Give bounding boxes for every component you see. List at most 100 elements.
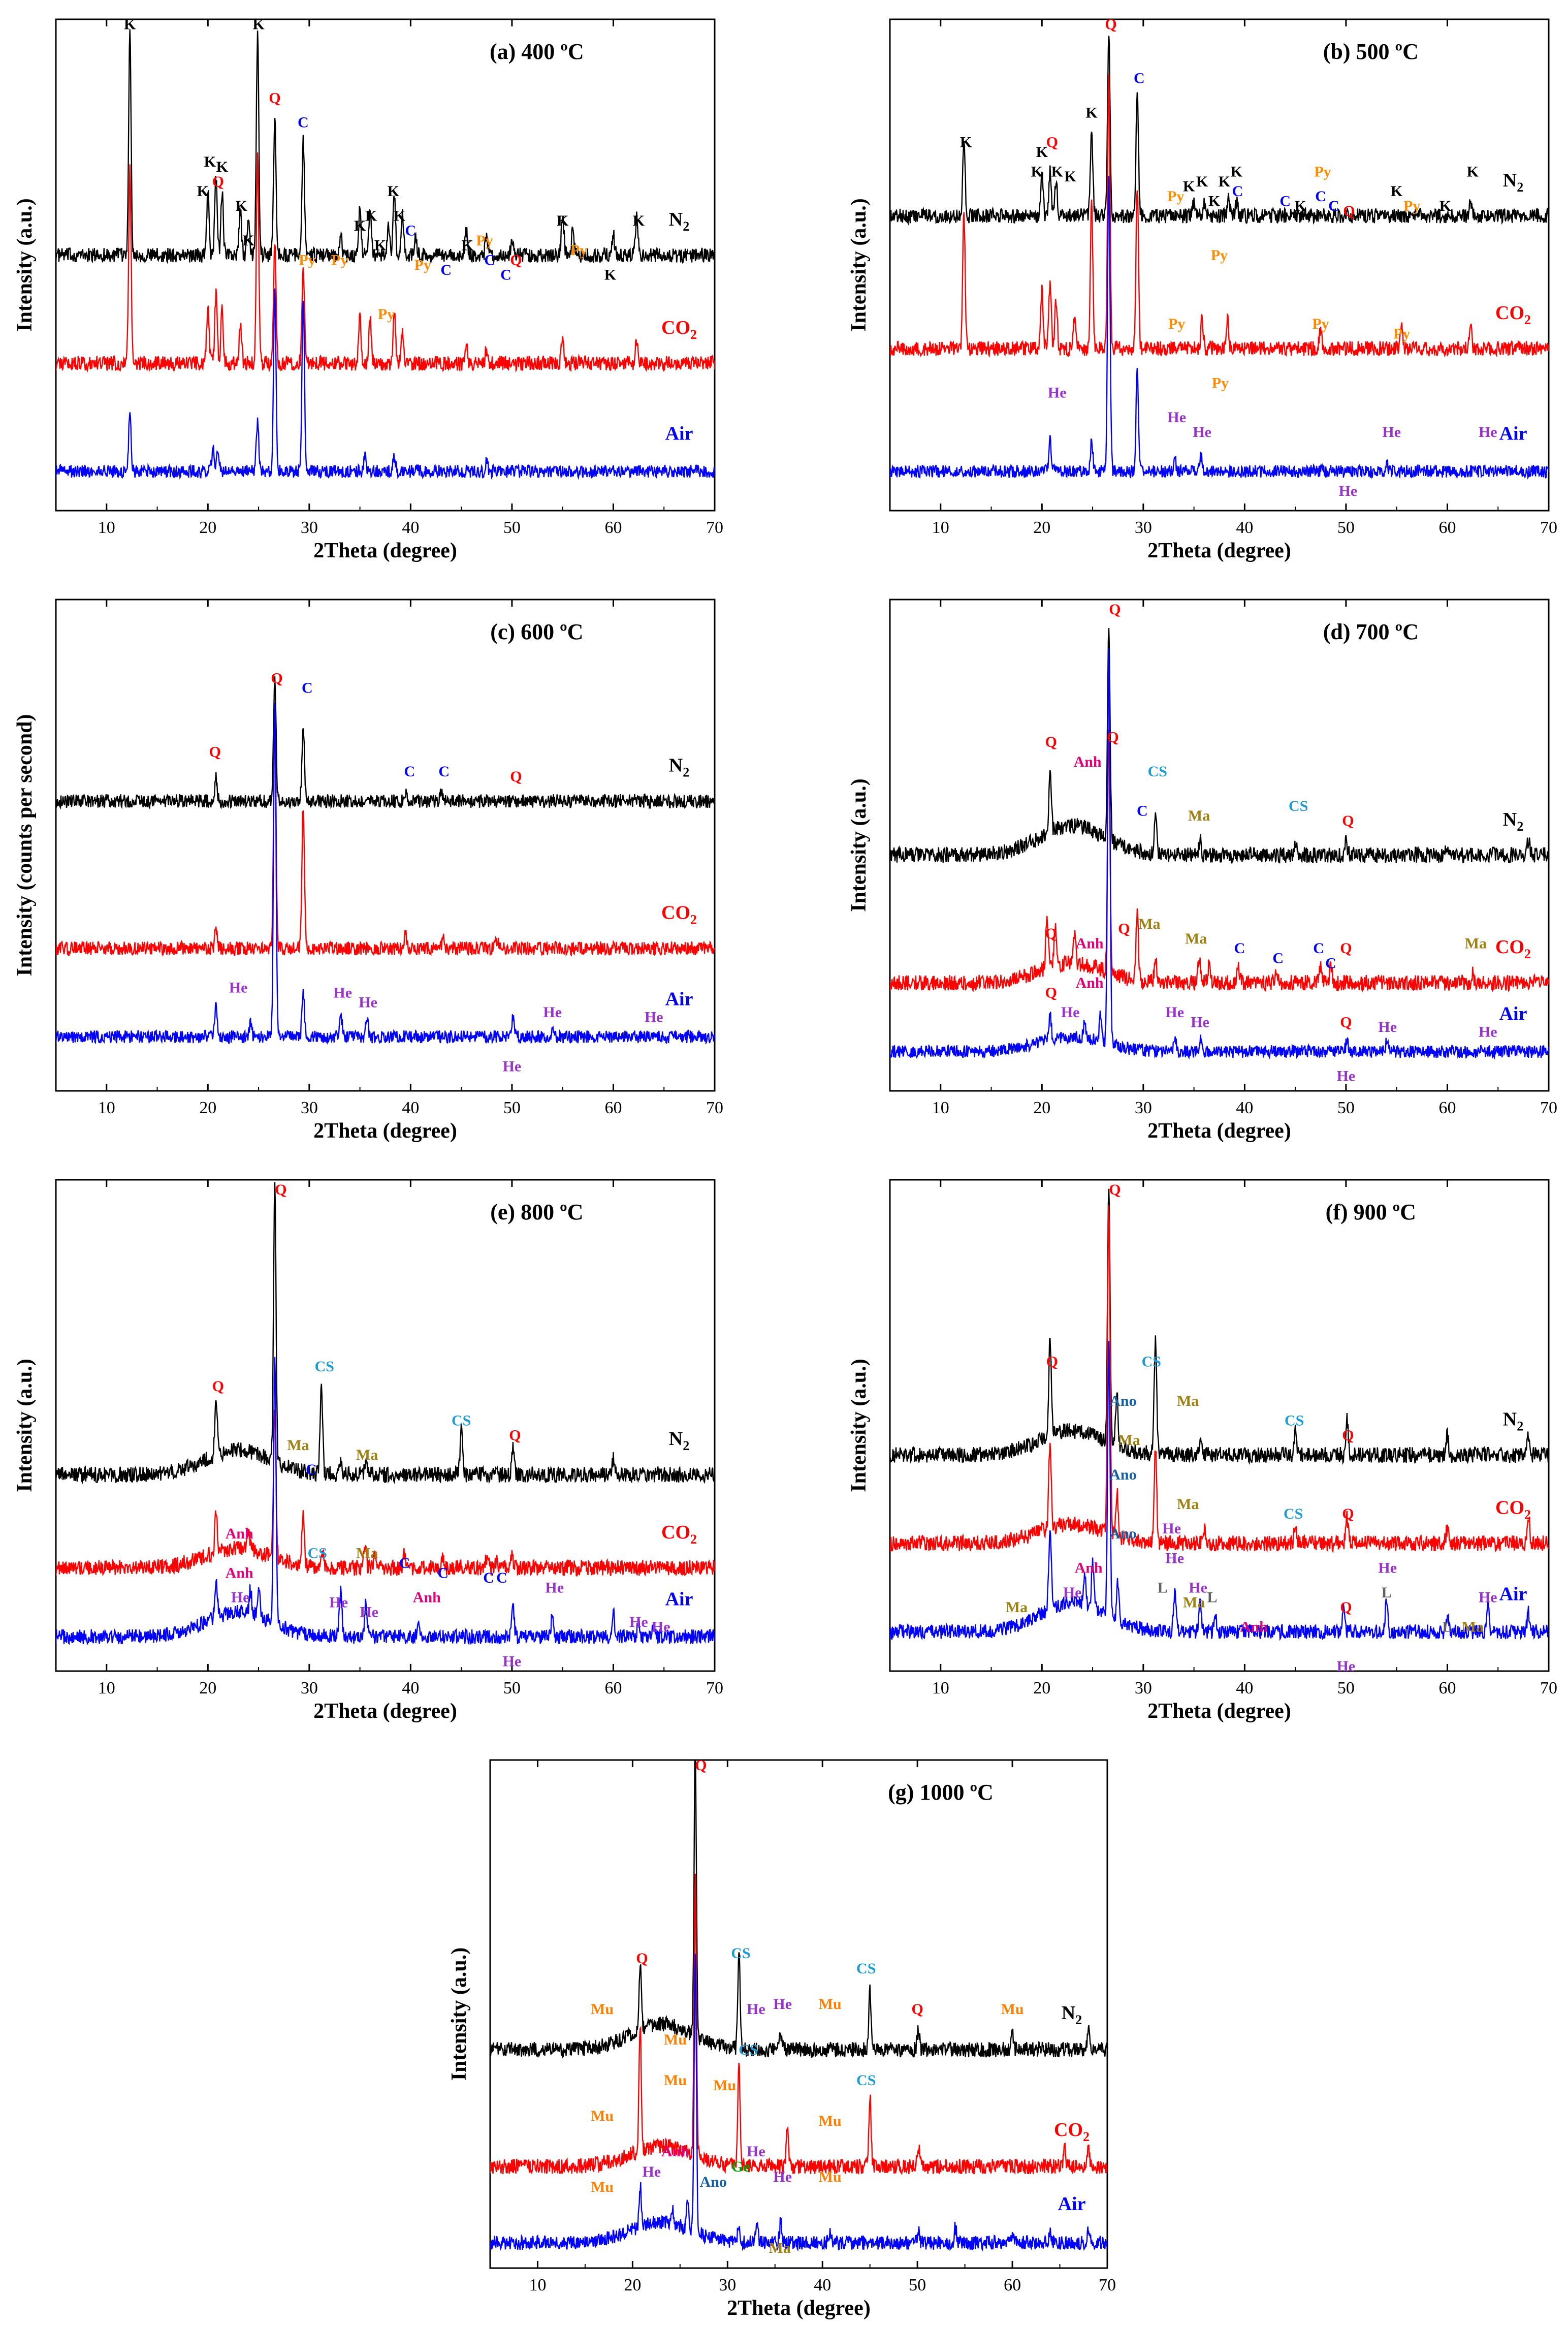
peak-label-he: He: [1479, 1589, 1497, 1606]
peak-label-ma: Ma: [1118, 1432, 1140, 1449]
series-label-text: CO: [1495, 1497, 1524, 1519]
peak-label-k: K: [1051, 163, 1064, 180]
x-tick-label: 30: [1135, 1679, 1152, 1698]
series-label-co2: CO2: [1495, 302, 1531, 327]
x-axis-label: 2Theta (degree): [313, 1119, 457, 1143]
series-label-air: Air: [1058, 2193, 1086, 2215]
x-tick-label: 30: [301, 1098, 318, 1117]
x-tick-label: 30: [1135, 518, 1152, 537]
x-tick-label: 60: [1004, 2276, 1021, 2295]
x-tick-label: 20: [1033, 518, 1050, 537]
peak-label-k: K: [124, 16, 136, 33]
peak-label-he: He: [329, 1594, 348, 1611]
series-label-n2: N2: [1062, 2002, 1082, 2027]
series-label-subscript: 2: [690, 913, 697, 927]
panel-title: (a) 400 ºC: [490, 39, 584, 64]
peak-label-he: He: [773, 1996, 792, 2013]
peak-label-q: Q: [275, 1181, 286, 1198]
x-tick-label: 50: [503, 518, 521, 537]
peak-label-c: C: [1313, 940, 1324, 957]
x-tick-label: 40: [1236, 1098, 1253, 1117]
panel-g: 10 20 30 40 50 60 70 2Theta (degree) Intensity (…: [447, 1757, 1116, 2320]
plot-frame: [889, 599, 1550, 1092]
series-label-air: Air: [1499, 423, 1527, 445]
series-line-n2: [490, 1760, 1107, 2059]
peak-label-q: Q: [510, 768, 522, 785]
peak-label-he: He: [1167, 409, 1186, 426]
peak-label-he: He: [1162, 1520, 1181, 1537]
peak-label-k: K: [960, 134, 972, 150]
x-tick-label: 70: [1540, 518, 1557, 537]
peak-label-k: K: [1219, 173, 1231, 190]
peak-label-q: Q: [1105, 16, 1116, 33]
peak-label-k: K: [633, 212, 645, 229]
x-axis-label: 2Theta (degree): [1147, 1119, 1291, 1143]
peak-label-k: K: [1208, 193, 1221, 209]
peak-label-mu: Mu: [1001, 2001, 1024, 2018]
peak-label-mu: Mu: [591, 2108, 614, 2124]
series-line-co2: [56, 1409, 715, 1577]
x-tick-label: 60: [604, 518, 622, 537]
x-tick-label: 20: [199, 1679, 216, 1698]
panel-title: (c) 600 ºC: [490, 619, 583, 644]
peak-label-ano: Ano: [700, 2174, 727, 2190]
peak-label-mu: Mu: [713, 2077, 736, 2094]
peak-label-c: C: [404, 763, 415, 780]
x-tick-label: 10: [98, 518, 115, 537]
series-line-co2: [890, 74, 1549, 358]
series-line-co2: [890, 729, 1549, 993]
panels: 10 20 30 40 50 60 70 2Theta (degree) Intensity (…: [13, 16, 1557, 2320]
peak-label-c: C: [1279, 193, 1291, 209]
panel-title: (d) 700 ºC: [1323, 619, 1419, 644]
peak-label-c: C: [437, 1564, 449, 1581]
peak-label-k: K: [1183, 178, 1195, 195]
peak-label-cs: CS: [315, 1358, 334, 1375]
x-axis-label: 2Theta (degree): [1147, 1700, 1291, 1723]
panel-b: 10 20 30 40 50 60 70 2Theta (degree) Intensity (…: [847, 16, 1557, 562]
peak-label-q: Q: [1343, 203, 1355, 219]
peak-label-ma: Ma: [356, 1447, 378, 1463]
peak-label-he: He: [773, 2169, 792, 2185]
peak-label-anh: Anh: [226, 1525, 253, 1542]
series-line-co2: [890, 1205, 1549, 1554]
peak-label-he: He: [503, 1653, 522, 1670]
peak-label-ge: Ge: [731, 2158, 750, 2175]
peak-label-q: Q: [1045, 925, 1057, 942]
peak-label-py: Py: [331, 252, 348, 269]
peak-label-ano: Ano: [1109, 1393, 1136, 1409]
x-tick-label: 60: [604, 1679, 622, 1698]
series-label-text: N: [669, 755, 683, 776]
series-line-air: [56, 288, 715, 480]
plot-frame: [55, 1179, 716, 1672]
series-label-air: Air: [665, 423, 693, 445]
peak-label-k: K: [354, 217, 366, 234]
x-tick-label: 30: [1135, 1098, 1152, 1117]
peak-label-cs: CS: [1148, 763, 1167, 780]
peak-label-cs: CS: [739, 2041, 758, 2058]
peak-label-he: He: [229, 980, 248, 996]
series-label-air: Air: [1499, 1003, 1527, 1025]
x-tick-label: 70: [1099, 2276, 1116, 2295]
peak-label-anh: Anh: [1075, 1560, 1103, 1577]
x-tick-label: 50: [503, 1679, 521, 1698]
peak-label-q: Q: [911, 2001, 923, 2018]
peak-label-mu: Mu: [819, 1996, 842, 2013]
peak-label-k: K: [204, 153, 216, 170]
peak-label-q: Q: [269, 89, 280, 106]
peak-label-he: He: [1189, 1579, 1207, 1596]
series-label-text: N: [1503, 1409, 1517, 1430]
peak-label-q: Q: [695, 1757, 707, 1774]
peak-label-he: He: [1378, 1019, 1397, 1035]
peak-label-he: He: [1063, 1584, 1082, 1601]
series-label-subscript: 2: [683, 1438, 689, 1453]
peak-label-mu: Mu: [591, 2001, 614, 2018]
series-label-co2: CO2: [661, 1522, 697, 1547]
y-axis-label: Intensity (a.u.): [847, 1359, 871, 1492]
x-tick-label: 40: [402, 518, 419, 537]
x-tick-label: 20: [1033, 1098, 1050, 1117]
peak-label-k: K: [365, 207, 377, 224]
panel-c: 10 20 30 40 50 60 70 2Theta (degree) Intensity (…: [13, 599, 723, 1143]
series-line-air: [490, 1954, 1107, 2252]
series-line-air: [890, 176, 1549, 480]
